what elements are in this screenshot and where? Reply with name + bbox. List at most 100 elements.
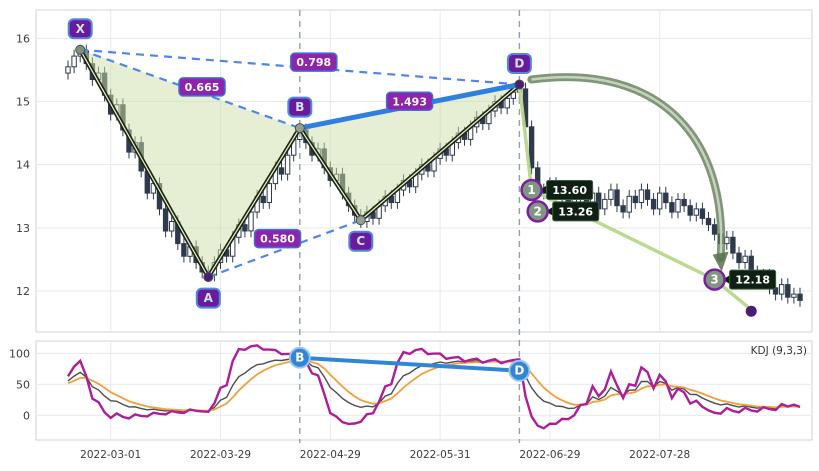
pattern-point-B <box>294 123 305 134</box>
candle-body <box>693 208 699 216</box>
target-price-box <box>552 201 600 222</box>
candle-body <box>687 205 693 216</box>
target-price-box <box>729 269 777 290</box>
candle-body <box>162 208 169 232</box>
target-marker-1[interactable]: 13.60 1 <box>520 178 594 202</box>
target-circle <box>703 268 726 291</box>
x-axis-tick: 2022-03-01 <box>80 449 141 461</box>
x-axis-tick: 2022-05-31 <box>410 449 471 461</box>
kdj-marker-circle <box>508 359 531 382</box>
kdj-indicator-label: KDJ (9,3,3) <box>750 345 807 357</box>
candle-body <box>260 195 266 204</box>
candle-body <box>242 224 248 232</box>
badge-letter: C <box>356 234 365 248</box>
kdj-y-tick: 0 <box>23 409 30 422</box>
candle-body <box>528 126 535 169</box>
candle-body <box>614 189 620 207</box>
ratio-rect <box>290 52 338 72</box>
ratio-badge-0.580[interactable]: 0.580 <box>253 228 302 249</box>
badge-rect <box>287 96 313 118</box>
kdj-marker-letter: D <box>514 364 524 378</box>
candle-body <box>181 243 187 257</box>
candle-body <box>669 202 675 213</box>
point-badge-B[interactable]: B <box>287 96 313 118</box>
ratio-badge-1.493[interactable]: 1.493 <box>385 91 434 112</box>
target-circle <box>526 200 549 223</box>
candle-body <box>644 189 651 200</box>
target-number: 3 <box>710 273 718 287</box>
target-marker-3[interactable]: 12.18 3 <box>703 268 777 291</box>
target-circle <box>520 178 543 202</box>
ratio-rect <box>253 228 302 249</box>
candle-body <box>626 195 632 213</box>
pattern-leg-core-AB <box>207 127 301 278</box>
kdj-marker-B[interactable]: B <box>288 346 311 369</box>
candle-body <box>638 189 645 203</box>
pattern-leg-core-CD <box>360 84 520 221</box>
candle-body <box>169 221 175 232</box>
candle-body <box>278 167 285 175</box>
target-marker-2[interactable]: 13.26 2 <box>526 200 600 223</box>
ratio-badge-0.798[interactable]: 0.798 <box>290 52 338 72</box>
target-price: 12.18 <box>735 274 770 287</box>
badge-letter: X <box>76 22 86 36</box>
candle-body <box>248 211 254 232</box>
projection-arrowhead <box>712 251 729 272</box>
ratio-value: 0.665 <box>185 81 220 94</box>
candle-body <box>71 55 77 68</box>
candle-body <box>797 293 803 301</box>
badge-letter: A <box>204 291 214 305</box>
candle-body <box>724 236 730 245</box>
badge-rect <box>67 18 93 40</box>
point-badge-A[interactable]: A <box>195 287 221 309</box>
candle-body <box>779 284 785 295</box>
point-badge-D[interactable]: D <box>506 53 532 75</box>
x-axis-tick: 2022-07-28 <box>629 449 690 461</box>
candle-body <box>284 154 291 175</box>
pattern-point-D <box>514 79 525 90</box>
candle-body <box>791 293 797 298</box>
pattern-point-A <box>203 272 214 283</box>
xab-fill <box>80 49 300 278</box>
point-badge-X[interactable]: X <box>67 18 93 40</box>
badge-letter: B <box>295 100 304 114</box>
candle-body <box>602 198 608 210</box>
projection-arrow-core <box>531 75 723 258</box>
candle-body <box>663 192 669 204</box>
ratio-value: 0.798 <box>296 56 331 69</box>
candle-body <box>657 192 663 210</box>
pattern-point-X <box>75 44 86 55</box>
candle-body <box>504 97 510 109</box>
pattern-point-C <box>355 215 366 226</box>
candle-body <box>650 198 657 210</box>
ratio-line-XD <box>80 48 520 86</box>
x-axis-tick: 2022-06-29 <box>519 449 580 461</box>
candle-body <box>608 189 614 200</box>
x-axis-tick: 2022-04-29 <box>300 449 361 461</box>
kdj-y-tick: 50 <box>16 378 30 391</box>
ratio-rect <box>178 77 226 97</box>
candle-body <box>742 255 748 264</box>
kdj-j-line <box>66 344 801 430</box>
candle-body <box>266 183 273 204</box>
candle-body <box>785 284 791 298</box>
kdj-marker-D[interactable]: D <box>508 359 531 382</box>
target-price: 13.26 <box>558 205 593 218</box>
kdj-y-tick: 100 <box>9 347 30 360</box>
kdj-marker-letter: B <box>295 351 304 365</box>
y-axis-tick: 14 <box>16 159 30 172</box>
candle-body <box>705 217 712 226</box>
badge-rect <box>348 230 374 252</box>
candle-body <box>699 208 706 219</box>
candle-body <box>675 198 681 213</box>
target-price-box <box>546 179 594 200</box>
target-number: 1 <box>527 183 535 197</box>
point-badge-C[interactable]: C <box>348 230 374 252</box>
kdj-marker-circle <box>288 346 311 369</box>
target-number: 2 <box>534 204 542 218</box>
ratio-value: 1.493 <box>392 95 427 108</box>
kdj-bd-line <box>299 355 520 373</box>
ratio-badge-0.665[interactable]: 0.665 <box>178 77 226 97</box>
